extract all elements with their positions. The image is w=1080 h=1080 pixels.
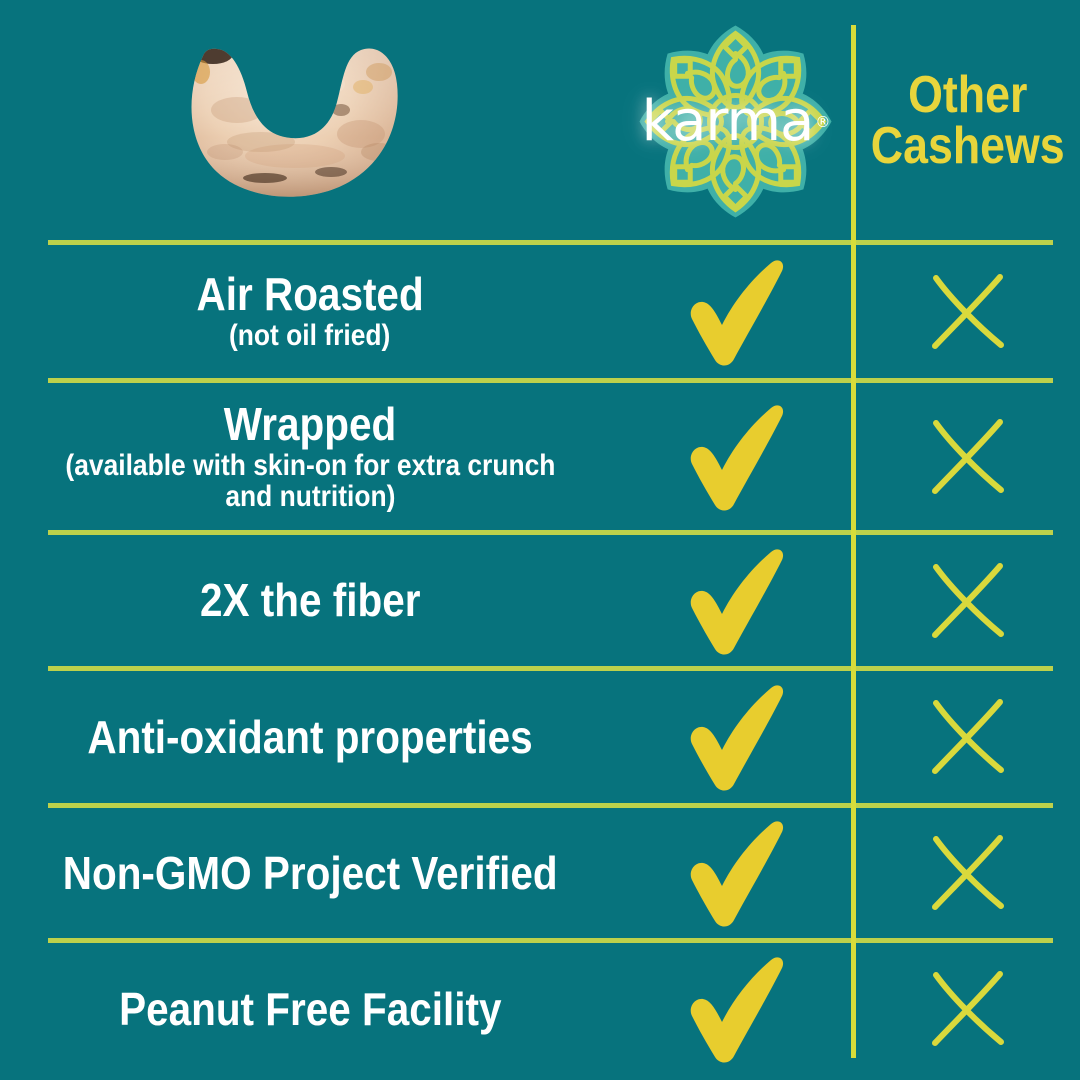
registered-trademark-icon: ® xyxy=(815,112,830,131)
table-row: 2X the fiber xyxy=(0,535,1080,666)
feature-title: 2X the fiber xyxy=(199,574,421,627)
karma-mark-cell xyxy=(620,383,851,530)
check-icon xyxy=(690,548,783,655)
product-image-cell xyxy=(0,0,620,242)
feature-title: Non-GMO Project Verified xyxy=(62,846,558,899)
check-icon xyxy=(690,404,783,511)
table-row: Anti-oxidant properties xyxy=(0,671,1080,803)
feature-label-cell: Peanut Free Facility xyxy=(0,943,620,1075)
chart-header: karma ® Other Cashews xyxy=(0,0,1080,242)
feature-subtitle: (not oil fried) xyxy=(229,319,391,353)
feature-subtitle: (available with skin-on for extra crunch… xyxy=(65,448,555,513)
column-divider xyxy=(851,25,856,1058)
other-mark-cell xyxy=(856,535,1080,666)
feature-label-cell: Non-GMO Project Verified xyxy=(0,808,620,938)
feature-label-cell: Wrapped (available with skin-on for extr… xyxy=(0,383,620,530)
table-row: Wrapped (available with skin-on for extr… xyxy=(0,383,1080,530)
other-mark-cell xyxy=(856,245,1080,378)
cashew-nut-icon xyxy=(165,32,430,212)
table-row: Air Roasted (not oil fried) xyxy=(0,245,1080,378)
feature-title: Anti-oxidant properties xyxy=(87,710,533,763)
competitor-column-header: Other Cashews xyxy=(856,0,1080,242)
row-divider xyxy=(48,938,1053,943)
feature-label-cell: Anti-oxidant properties xyxy=(0,671,620,803)
karma-mark-cell xyxy=(620,671,851,803)
check-icon xyxy=(690,685,783,791)
feature-label-cell: 2X the fiber xyxy=(0,535,620,666)
karma-mark-cell xyxy=(620,535,851,666)
check-icon xyxy=(690,821,783,927)
feature-title: Peanut Free Facility xyxy=(118,982,502,1035)
check-icon xyxy=(690,259,783,366)
row-divider xyxy=(48,666,1053,671)
competitor-label: Other Cashews xyxy=(871,66,1065,175)
feature-label-cell: Air Roasted (not oil fried) xyxy=(0,245,620,378)
other-mark-cell xyxy=(856,808,1080,938)
karma-wordmark: karma ® xyxy=(618,14,853,229)
other-mark-cell xyxy=(856,671,1080,803)
karma-mark-cell xyxy=(620,245,851,378)
cross-icon xyxy=(932,418,1004,494)
row-divider xyxy=(48,803,1053,808)
table-row: Peanut Free Facility xyxy=(0,943,1080,1075)
cross-icon xyxy=(932,699,1004,774)
karma-logo: karma ® xyxy=(618,14,853,229)
table-row: Non-GMO Project Verified xyxy=(0,808,1080,938)
feature-title: Wrapped xyxy=(223,397,397,450)
karma-mark-cell xyxy=(620,943,851,1075)
mandala-icon xyxy=(639,25,832,218)
feature-title: Air Roasted xyxy=(196,268,424,321)
row-divider xyxy=(48,530,1053,535)
row-divider xyxy=(48,240,1053,245)
cross-icon xyxy=(932,273,1004,349)
cross-icon xyxy=(932,971,1004,1046)
other-mark-cell xyxy=(856,383,1080,530)
cross-icon xyxy=(932,562,1004,638)
karma-wordmark-text: karma xyxy=(641,89,815,154)
karma-mark-cell xyxy=(620,808,851,938)
check-icon xyxy=(690,957,783,1063)
row-divider xyxy=(48,378,1053,383)
brand-logo-cell: karma ® xyxy=(620,0,851,242)
cross-icon xyxy=(932,835,1004,910)
other-mark-cell xyxy=(856,943,1080,1075)
